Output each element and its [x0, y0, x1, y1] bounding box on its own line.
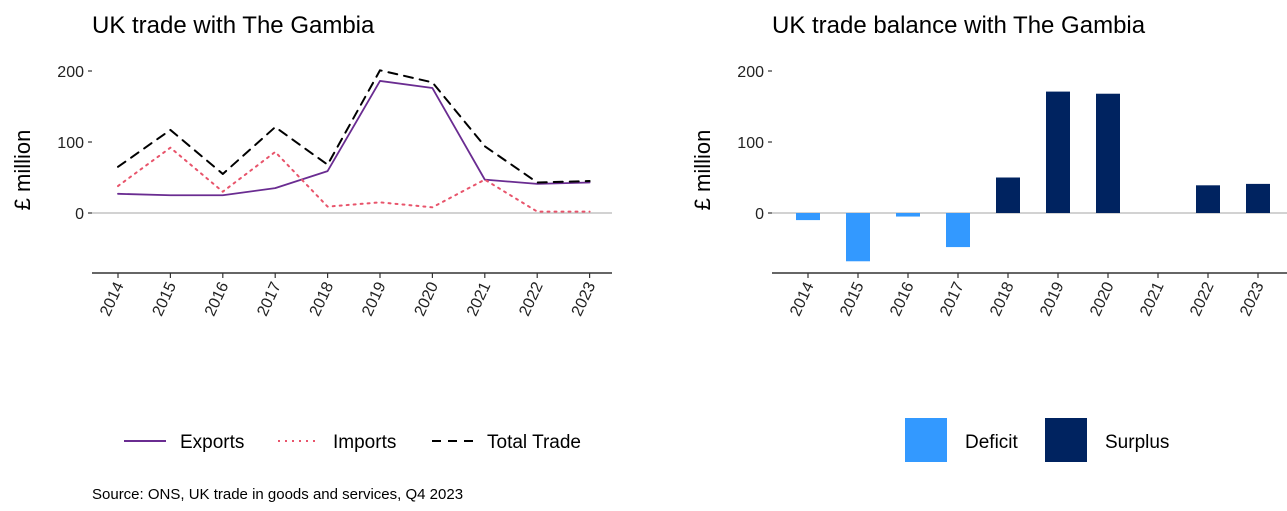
right-ytick-label: 0 [755, 206, 764, 223]
right-chart-title: UK trade balance with The Gambia [772, 12, 1146, 39]
left-ytick-label: 100 [57, 135, 84, 152]
legend-label: Total Trade [487, 432, 581, 453]
left-xtick-label: 2018 [307, 279, 337, 319]
left-xtick-label: 2023 [569, 279, 599, 319]
legend-swatch-deficit [905, 418, 947, 462]
bar-2020 [1096, 93, 1120, 213]
bar-2017 [946, 213, 970, 248]
bar-2014 [796, 213, 820, 221]
right-xtick-label: 2020 [1087, 279, 1117, 319]
bar-2016 [896, 213, 920, 217]
series-line-total-trade [117, 69, 591, 184]
right-xtick-label: 2016 [887, 279, 917, 319]
right-ylabel: £ million [690, 130, 715, 211]
series-line-exports [117, 80, 591, 197]
right-xtick-label: 2021 [1137, 279, 1167, 319]
right-xtick-label: 2017 [937, 279, 967, 319]
bar-2022 [1196, 185, 1220, 213]
legend-swatch-surplus [1045, 418, 1087, 462]
source-note: Source: ONS, UK trade in goods and servi… [92, 486, 464, 503]
left-ytick-label: 0 [75, 206, 84, 223]
left-xtick-label: 2020 [412, 279, 442, 319]
right-xtick-label: 2015 [837, 279, 867, 319]
left-xtick-label: 2021 [464, 279, 494, 319]
left-xtick-label: 2019 [359, 279, 389, 319]
right-xtick-label: 2022 [1187, 279, 1217, 319]
series-line-imports [117, 146, 591, 213]
left-xtick-label: 2014 [97, 279, 127, 319]
left-ylabel: £ million [10, 130, 35, 211]
left-xtick-label: 2022 [516, 279, 546, 319]
right-xtick-label: 2019 [1037, 279, 1067, 319]
left-ytick-label: 200 [57, 64, 84, 81]
bar-2018 [996, 177, 1020, 213]
right-xtick-label: 2018 [987, 279, 1017, 319]
legend-label: Exports [180, 432, 244, 453]
bar-2023 [1246, 183, 1270, 213]
legend-label: Imports [333, 432, 396, 453]
legend-label: Surplus [1105, 432, 1169, 453]
right-xtick-label: 2014 [787, 279, 817, 319]
left-xtick-label: 2015 [150, 279, 180, 319]
left-chart-title: UK trade with The Gambia [92, 12, 375, 39]
left-xtick-label: 2016 [202, 279, 232, 319]
left-xtick-label: 2017 [254, 279, 284, 319]
legend-label: Deficit [965, 432, 1019, 453]
bar-2015 [846, 213, 870, 262]
right-ytick-label: 200 [737, 64, 764, 81]
right-xtick-label: 2023 [1237, 279, 1267, 319]
bar-2019 [1046, 91, 1070, 213]
right-ytick-label: 100 [737, 135, 764, 152]
